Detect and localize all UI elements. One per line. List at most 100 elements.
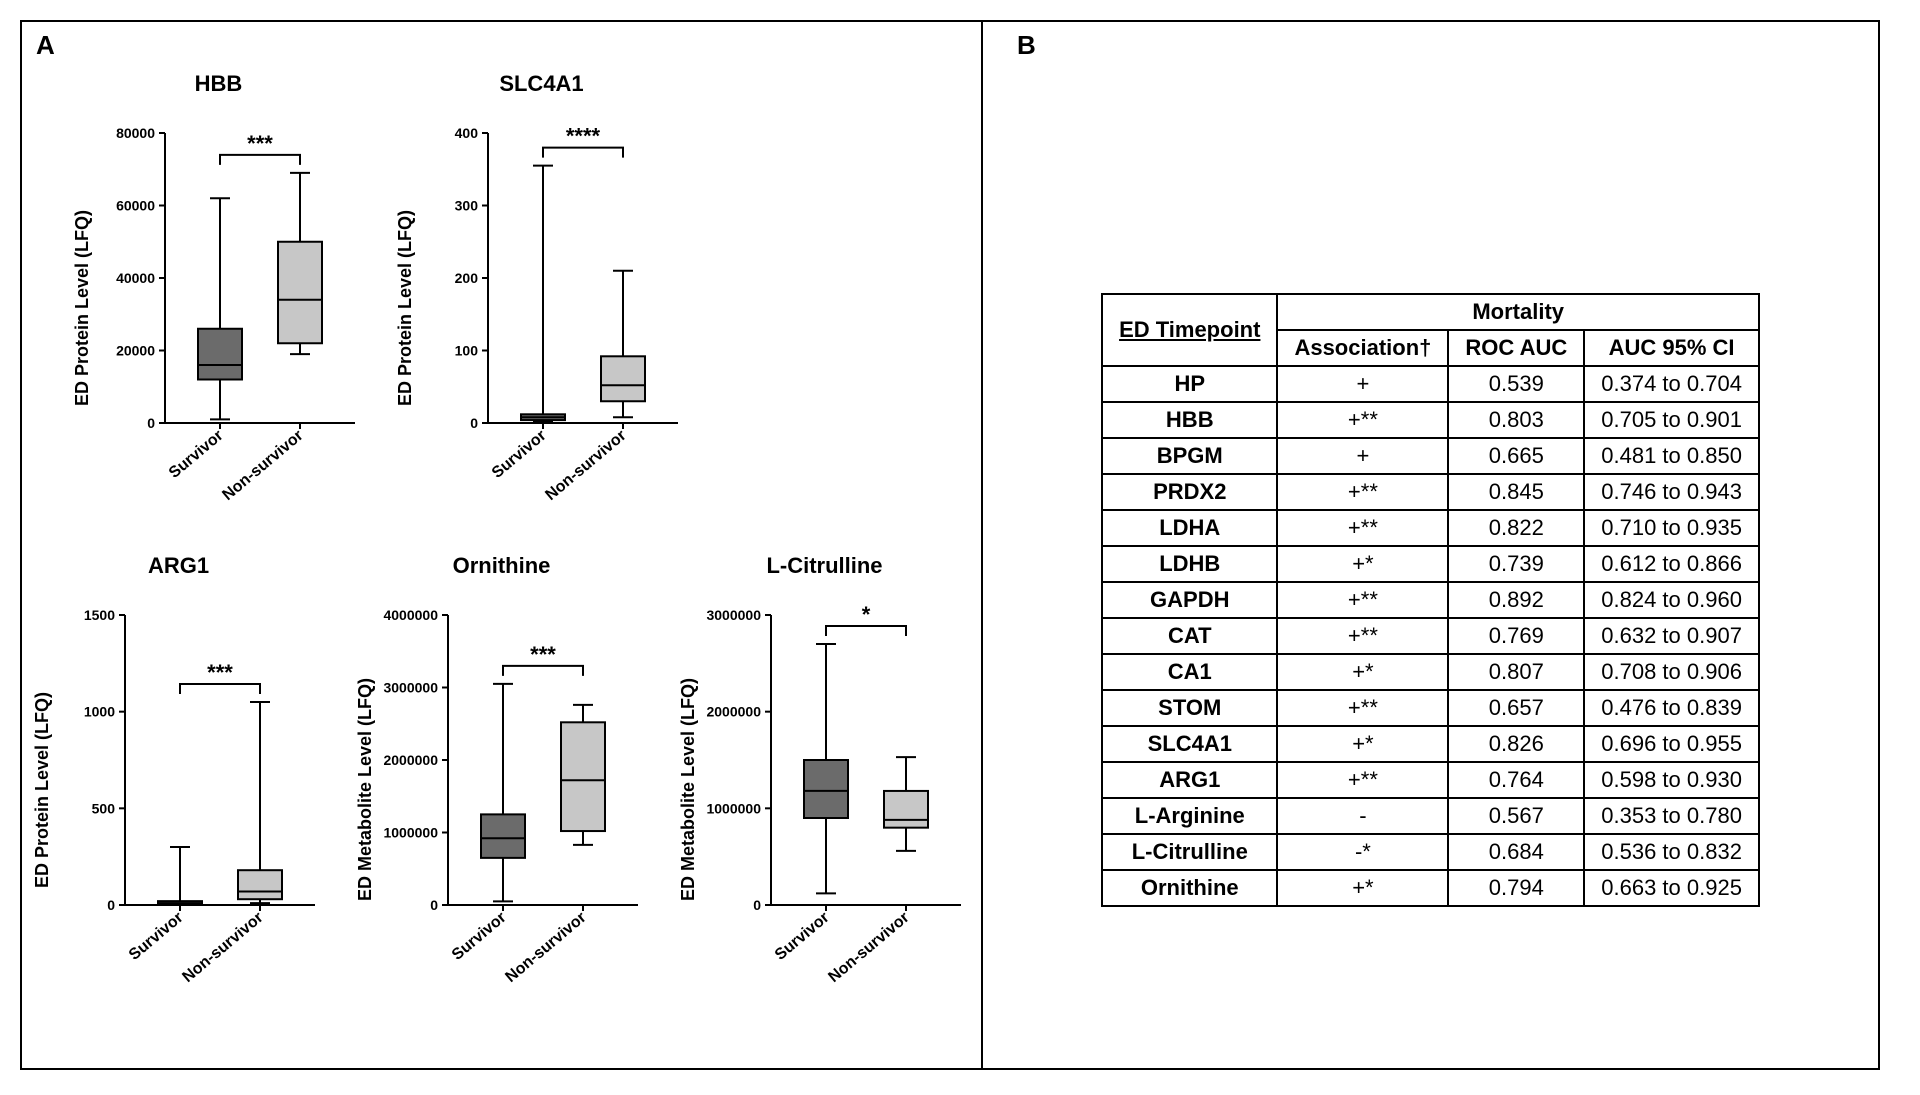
- row-ci: 0.374 to 0.704: [1584, 366, 1759, 402]
- row-name: Ornithine: [1102, 870, 1277, 906]
- row-assoc: +*: [1277, 546, 1448, 582]
- svg-text:0: 0: [430, 897, 438, 913]
- row-ci: 0.824 to 0.960: [1584, 582, 1759, 618]
- table-row: STOM+**0.6570.476 to 0.839: [1102, 690, 1759, 726]
- table-row: PRDX2+**0.8450.746 to 0.943: [1102, 474, 1759, 510]
- svg-text:0: 0: [753, 897, 761, 913]
- row-ci: 0.696 to 0.955: [1584, 726, 1759, 762]
- svg-text:2000000: 2000000: [383, 752, 438, 768]
- row-name: SLC4A1: [1102, 726, 1277, 762]
- th-roc: ROC AUC: [1448, 330, 1584, 366]
- svg-text:Survivor: Survivor: [772, 909, 833, 964]
- row-ci: 0.598 to 0.930: [1584, 762, 1759, 798]
- y-axis-label: ED Metabolite Level (LFQ): [355, 678, 376, 901]
- row-name: STOM: [1102, 690, 1277, 726]
- svg-text:***: ***: [530, 642, 556, 667]
- row-name: GAPDH: [1102, 582, 1277, 618]
- table-row: CAT+**0.7690.632 to 0.907: [1102, 618, 1759, 654]
- row-name: LDHB: [1102, 546, 1277, 582]
- row-name: HBB: [1102, 402, 1277, 438]
- row-assoc: +**: [1277, 618, 1448, 654]
- row-name: CA1: [1102, 654, 1277, 690]
- svg-text:100: 100: [455, 343, 479, 359]
- row-assoc: +**: [1277, 690, 1448, 726]
- chart-title: HBB: [195, 71, 243, 97]
- chart-svg: 020000400006000080000 *** SurvivorNon-su…: [95, 103, 365, 513]
- svg-text:Non-survivor: Non-survivor: [219, 427, 306, 504]
- table-body: HP+0.5390.374 to 0.704HBB+**0.8030.705 t…: [1102, 366, 1759, 906]
- row-roc: 0.665: [1448, 438, 1584, 474]
- y-axis-label: ED Metabolite Level (LFQ): [678, 678, 699, 901]
- chart-svg: 0100000020000003000000 * SurvivorNon-sur…: [701, 585, 971, 995]
- th-edtp: ED Timepoint: [1102, 294, 1277, 366]
- svg-text:Survivor: Survivor: [126, 909, 187, 964]
- svg-text:****: ****: [566, 124, 601, 149]
- y-axis-label: ED Protein Level (LFQ): [72, 210, 93, 406]
- row-assoc: +*: [1277, 654, 1448, 690]
- figure: A HBBED Protein Level (LFQ) 020000400006…: [20, 20, 1880, 1070]
- row-roc: 0.684: [1448, 834, 1584, 870]
- table-wrap: ED Timepoint Mortality Association† ROC …: [1013, 141, 1848, 1058]
- row-roc: 0.845: [1448, 474, 1584, 510]
- row-ci: 0.476 to 0.839: [1584, 690, 1759, 726]
- panel-a-label: A: [36, 30, 971, 61]
- svg-text:1000000: 1000000: [706, 800, 761, 816]
- svg-text:0: 0: [107, 897, 115, 913]
- svg-text:*: *: [862, 602, 871, 627]
- row-assoc: +**: [1277, 762, 1448, 798]
- svg-text:3000000: 3000000: [383, 680, 438, 696]
- table-row: HBB+**0.8030.705 to 0.901: [1102, 402, 1759, 438]
- chart-lcit: L-Citrulline ED Metabolite Level (LFQ) 0 1…: [678, 553, 971, 995]
- row-ci: 0.632 to 0.907: [1584, 618, 1759, 654]
- row-assoc: +*: [1277, 726, 1448, 762]
- row-roc: 0.539: [1448, 366, 1584, 402]
- svg-text:Non-survivor: Non-survivor: [542, 427, 629, 504]
- table-row: LDHB+*0.7390.612 to 0.866: [1102, 546, 1759, 582]
- svg-text:400: 400: [455, 125, 479, 141]
- row-ci: 0.663 to 0.925: [1584, 870, 1759, 906]
- table-row: LDHA+**0.8220.710 to 0.935: [1102, 510, 1759, 546]
- svg-text:1500: 1500: [84, 607, 115, 623]
- chart-slc4a1: SLC4A1ED Protein Level (LFQ) 01002003004…: [395, 71, 688, 513]
- row-assoc: +**: [1277, 474, 1448, 510]
- panel-b-label: B: [1017, 30, 1848, 61]
- chart-orn: OrnithineED Metabolite Level (LFQ) 01000…: [355, 553, 648, 995]
- svg-text:1000: 1000: [84, 704, 115, 720]
- svg-text:***: ***: [207, 660, 233, 685]
- svg-text:1000000: 1000000: [383, 825, 438, 841]
- svg-text:4000000: 4000000: [383, 607, 438, 623]
- row-assoc: -: [1277, 798, 1448, 834]
- th-mortality: Mortality: [1277, 294, 1758, 330]
- svg-text:40000: 40000: [116, 270, 155, 286]
- y-axis-label: ED Protein Level (LFQ): [395, 210, 416, 406]
- table-row: HP+0.5390.374 to 0.704: [1102, 366, 1759, 402]
- y-axis-label: ED Protein Level (LFQ): [32, 692, 53, 888]
- row-roc: 0.764: [1448, 762, 1584, 798]
- svg-text:Non-survivor: Non-survivor: [179, 909, 266, 986]
- svg-text:Survivor: Survivor: [489, 427, 550, 482]
- row-assoc: +*: [1277, 870, 1448, 906]
- svg-text:60000: 60000: [116, 198, 155, 214]
- th-ci: AUC 95% CI: [1584, 330, 1759, 366]
- svg-text:Survivor: Survivor: [166, 427, 227, 482]
- row-assoc: +: [1277, 438, 1448, 474]
- chart-arg1: ARG1ED Protein Level (LFQ) 050010001500 …: [32, 553, 325, 995]
- row-assoc: +**: [1277, 582, 1448, 618]
- row-ci: 0.708 to 0.906: [1584, 654, 1759, 690]
- svg-text:Non-survivor: Non-survivor: [502, 909, 589, 986]
- table-row: Ornithine+*0.7940.663 to 0.925: [1102, 870, 1759, 906]
- row-assoc: +**: [1277, 402, 1448, 438]
- row-roc: 0.892: [1448, 582, 1584, 618]
- row-name: L-Arginine: [1102, 798, 1277, 834]
- chart-title: L-Citrulline: [766, 553, 882, 579]
- svg-text:Survivor: Survivor: [449, 909, 510, 964]
- row-roc: 0.657: [1448, 690, 1584, 726]
- svg-text:3000000: 3000000: [706, 607, 761, 623]
- row-assoc: +: [1277, 366, 1448, 402]
- row-roc: 0.567: [1448, 798, 1584, 834]
- row-ci: 0.710 to 0.935: [1584, 510, 1759, 546]
- row-assoc: -*: [1277, 834, 1448, 870]
- row-ci: 0.612 to 0.866: [1584, 546, 1759, 582]
- row-name: LDHA: [1102, 510, 1277, 546]
- chart-hbb: HBBED Protein Level (LFQ) 02000040000600…: [72, 71, 365, 513]
